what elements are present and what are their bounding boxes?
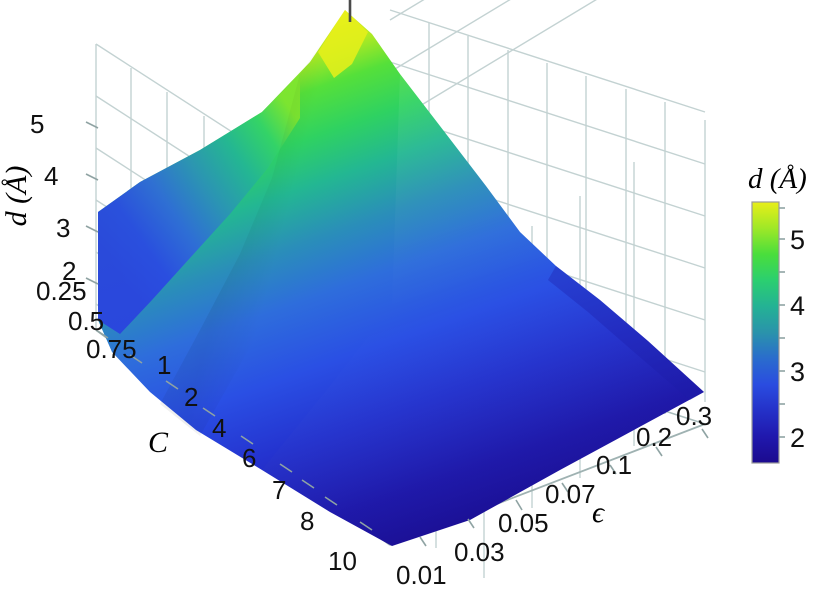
colorbar-title: d (Å) <box>748 163 807 195</box>
y-axis-title: ϵ <box>592 496 606 529</box>
x-tick-6: 6 <box>242 443 256 473</box>
y-tick-0.1: 0.1 <box>596 450 632 480</box>
x-tick-0.75: 0.75 <box>86 334 137 364</box>
surface-left-flank <box>98 74 300 334</box>
colorbar-tick-4: 4 <box>790 291 805 321</box>
x-tick-1: 1 <box>157 350 171 380</box>
x-tick-0.5: 0.5 <box>68 306 104 336</box>
x-axis-title: C <box>148 426 169 459</box>
surface-crease-right <box>548 266 704 400</box>
x-tick-10: 10 <box>328 546 357 576</box>
y-tick-0.3: 0.3 <box>676 401 712 431</box>
x-axis-C: 0.25 0.5 0.75 1 2 4 6 7 8 10 C <box>36 276 373 576</box>
z-tick-2: 2 <box>62 256 76 286</box>
colorbar-gradient[interactable] <box>751 201 780 464</box>
surface-plateau-shade <box>262 74 704 546</box>
surface-fold-shade <box>160 10 400 436</box>
x-tick-7: 7 <box>272 475 286 505</box>
z-tick-5: 5 <box>30 109 44 139</box>
y-tick-0.05: 0.05 <box>498 508 549 538</box>
z-tick-4: 4 <box>44 161 58 191</box>
colorbar-tick-5: 5 <box>790 225 805 255</box>
surface-peak-highlight <box>318 10 368 78</box>
colorbar-tick-2: 2 <box>790 423 805 453</box>
z-tick-3: 3 <box>56 213 70 243</box>
z-axis-title: d (Å) <box>0 166 33 227</box>
colorbar[interactable]: d (Å) 5 4 3 2 <box>748 163 807 464</box>
y-tick-0.01: 0.01 <box>396 560 447 590</box>
surface-mesh <box>98 10 704 546</box>
x-tick-8: 8 <box>300 506 314 536</box>
x-tick-0.25: 0.25 <box>36 276 87 306</box>
y-tick-0.03: 0.03 <box>454 537 505 567</box>
y-tick-0.2: 0.2 <box>636 422 672 452</box>
x-tick-2: 2 <box>184 382 198 412</box>
colorbar-tick-3: 3 <box>790 357 805 387</box>
y-axis-epsilon: 0.01 0.03 0.05 0.07 0.1 0.2 0.3 ϵ <box>396 401 712 590</box>
y-tick-0.07: 0.07 <box>545 479 596 509</box>
z-axis: 5 4 3 2 d (Å) <box>0 109 99 286</box>
x-tick-4: 4 <box>212 413 226 443</box>
